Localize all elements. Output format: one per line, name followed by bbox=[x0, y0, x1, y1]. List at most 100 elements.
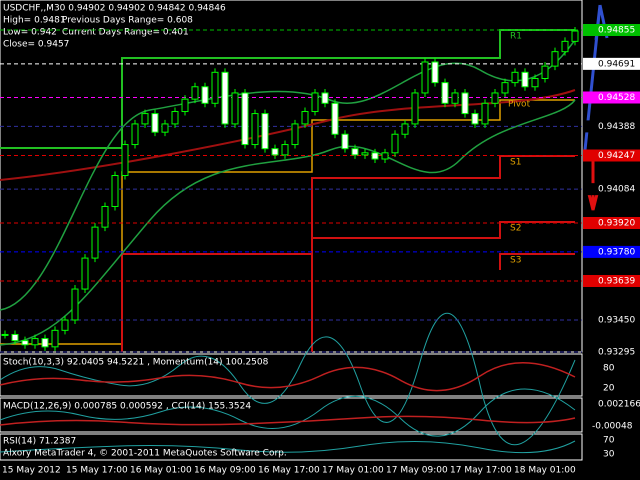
candle bbox=[301, 111, 309, 125]
candle bbox=[41, 338, 49, 348]
x-tick-label: 15 May 2012 bbox=[2, 466, 61, 476]
price-tag bbox=[583, 91, 640, 104]
candle bbox=[281, 144, 289, 156]
candle bbox=[531, 78, 539, 88]
symbol-line: USDCHF,,M30 0.94902 0.94902 0.94842 0.94… bbox=[3, 4, 226, 14]
candle bbox=[201, 86, 209, 104]
candle bbox=[131, 123, 139, 146]
candle bbox=[551, 51, 559, 67]
price-tag bbox=[583, 24, 640, 36]
candle bbox=[381, 152, 389, 160]
candle bbox=[351, 148, 359, 156]
candle bbox=[181, 98, 189, 113]
candle bbox=[341, 133, 349, 150]
s3-line bbox=[499, 253, 575, 270]
pane-level: 70 bbox=[603, 436, 615, 446]
candle bbox=[371, 152, 379, 160]
close: Close= 0.9457 bbox=[3, 40, 69, 50]
candle bbox=[21, 340, 29, 346]
momentum-line bbox=[0, 362, 576, 392]
candle bbox=[91, 226, 99, 259]
pivot-label: S3 bbox=[510, 256, 521, 266]
pane-level: -0.00048 bbox=[592, 422, 633, 432]
candle bbox=[291, 123, 299, 146]
y-tick-label: 0.94388 bbox=[598, 122, 635, 132]
candle bbox=[251, 113, 259, 146]
y-tick-label: 0.94084 bbox=[598, 185, 635, 195]
candle bbox=[191, 86, 199, 100]
curr-range: Current Days Range= 0.401 bbox=[62, 28, 189, 38]
price-tag bbox=[583, 149, 640, 162]
price-tag bbox=[583, 245, 640, 258]
pane-level: 20 bbox=[603, 384, 615, 394]
x-tick-label: 18 May 01:00 bbox=[514, 466, 576, 476]
candle bbox=[261, 113, 269, 150]
price-tag bbox=[583, 120, 640, 133]
price-tag bbox=[583, 274, 640, 287]
candle bbox=[421, 61, 429, 94]
x-tick-label: 17 May 09:00 bbox=[386, 466, 448, 476]
candle bbox=[171, 111, 179, 125]
prev-range: Previous Days Range= 0.608 bbox=[62, 16, 193, 26]
x-tick-label: 15 May 17:00 bbox=[66, 466, 128, 476]
rsi-frame bbox=[0, 433, 583, 461]
candle bbox=[411, 92, 419, 125]
y-tick-label: 0.93780 bbox=[598, 247, 635, 257]
candle bbox=[221, 71, 229, 125]
candle bbox=[501, 82, 509, 94]
pane-level: 0.002166 bbox=[598, 400, 640, 410]
y-tick-label: 0.94691 bbox=[598, 59, 635, 69]
candle bbox=[81, 257, 89, 290]
pane-level: 80 bbox=[603, 364, 615, 374]
macd-line bbox=[0, 388, 576, 437]
candle bbox=[321, 92, 329, 104]
candle bbox=[361, 152, 369, 156]
candle bbox=[161, 123, 169, 133]
candle bbox=[391, 133, 399, 154]
s2-line bbox=[311, 221, 575, 352]
candle bbox=[331, 102, 339, 135]
pivot-label: S1 bbox=[510, 158, 521, 168]
price-tag bbox=[583, 314, 640, 327]
y-tick-label: 0.94855 bbox=[598, 26, 635, 36]
macd-frame bbox=[0, 397, 583, 433]
macd-label: MACD(12,26,9) 0.000785 0.000592 , CCI(14… bbox=[3, 402, 251, 412]
moving-average bbox=[0, 89, 576, 181]
candle bbox=[61, 319, 69, 331]
main-frame bbox=[0, 0, 583, 353]
candle bbox=[571, 30, 579, 42]
stoch-line bbox=[0, 312, 576, 446]
x-tick-label: 16 May 09:00 bbox=[194, 466, 256, 476]
candle bbox=[561, 40, 569, 53]
y-tick-label: 0.94247 bbox=[598, 151, 635, 161]
candle bbox=[121, 144, 129, 177]
candle bbox=[541, 65, 549, 80]
y-tick-label: 0.93295 bbox=[598, 348, 635, 358]
pivot-label: R1 bbox=[510, 32, 522, 42]
rsi-line bbox=[0, 440, 576, 454]
candle bbox=[241, 92, 249, 146]
x-tick-label: 17 May 01:00 bbox=[322, 466, 384, 476]
candle bbox=[451, 92, 459, 104]
candle bbox=[311, 92, 319, 113]
candle bbox=[441, 82, 449, 104]
pivot-line bbox=[0, 99, 575, 345]
pivot-label: Pivot bbox=[508, 100, 531, 110]
stoch-frame bbox=[0, 353, 583, 397]
copyright: Alxory MetaTrader 4, © 2001-2011 MetaQuo… bbox=[3, 449, 287, 459]
candle bbox=[401, 123, 409, 135]
candle bbox=[101, 205, 109, 228]
pane-level: 30 bbox=[603, 450, 615, 460]
price-tag bbox=[583, 183, 640, 196]
candle bbox=[511, 71, 519, 84]
cci-line bbox=[0, 415, 576, 426]
candle bbox=[471, 113, 479, 125]
y-tick-label: 0.93920 bbox=[598, 218, 635, 228]
candle bbox=[31, 338, 39, 346]
price-tag bbox=[583, 57, 640, 70]
candle bbox=[461, 92, 469, 115]
candle bbox=[211, 71, 219, 104]
y-tick-label: 0.93639 bbox=[598, 276, 635, 286]
rsi-label: RSI(14) 71.2387 bbox=[3, 437, 76, 447]
